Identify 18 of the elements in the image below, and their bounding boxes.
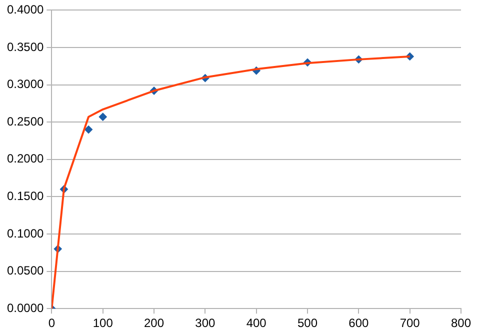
y-tick-label: 0.4000 [7,2,44,17]
x-tick-label: 100 [92,316,114,330]
y-tick-label: 0.0500 [7,264,44,278]
x-tick-label: 300 [195,316,216,330]
x-tick-label: 500 [298,316,318,330]
x-tick-label: 200 [144,316,164,330]
y-tick-label: 0.1500 [7,189,44,204]
x-tick-label: 700 [400,316,420,330]
y-tick-label: 0.0000 [7,300,44,315]
x-tick-label: 400 [246,316,267,330]
y-tick-label: 0.2500 [7,114,44,128]
x-tick-label: 600 [348,316,370,330]
y-tick-label: 0.3000 [7,77,44,92]
x-tick-label: 800 [450,316,472,330]
x-tick-label: 0 [48,316,56,330]
y-tick-label: 0.1000 [7,226,44,240]
y-tick-label: 0.2000 [7,152,44,166]
y-tick-label: 0.3500 [7,40,44,54]
